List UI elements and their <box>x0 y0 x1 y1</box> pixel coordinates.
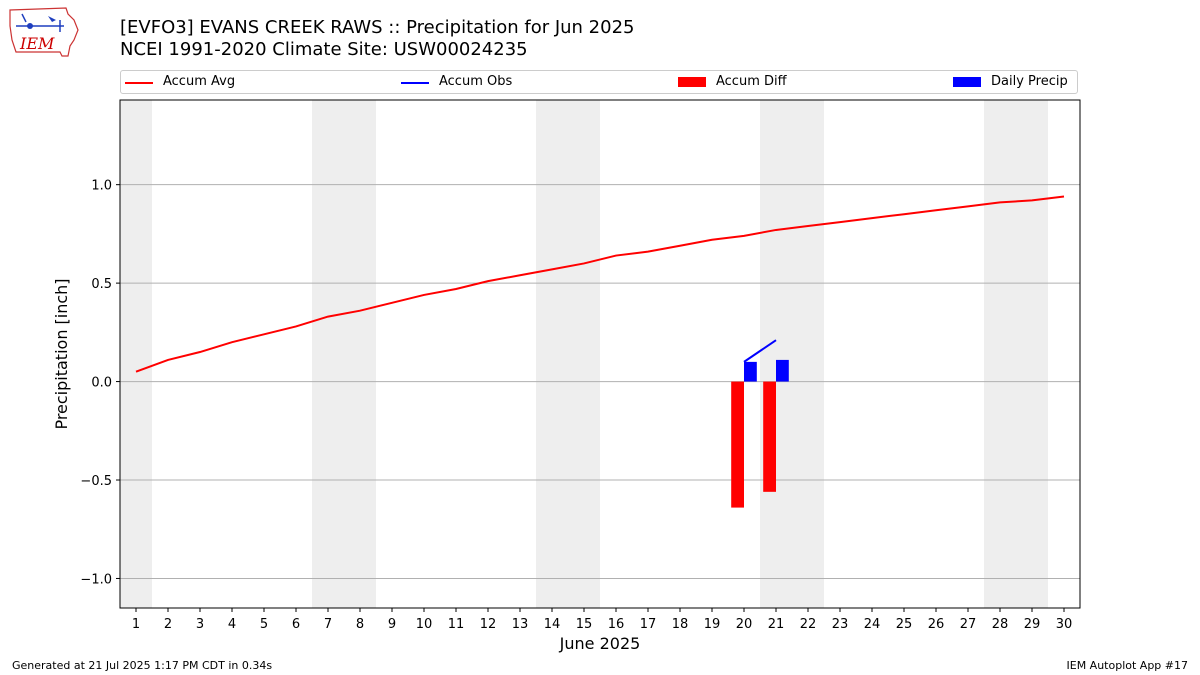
x-tick-label: 2 <box>164 617 172 632</box>
x-tick-label: 1 <box>132 617 140 632</box>
x-tick-label: 16 <box>608 617 625 632</box>
accum-avg-line <box>135 195 1065 373</box>
y-axis-label: Precipitation [inch] <box>52 278 71 429</box>
footer-generated: Generated at 21 Jul 2025 1:17 PM CDT in … <box>12 659 273 672</box>
weekend-shading <box>120 100 1048 608</box>
x-tick-label: 17 <box>640 617 657 632</box>
y-tick-label: 1.0 <box>91 179 112 194</box>
y-tick-label: −0.5 <box>80 474 112 489</box>
bars <box>731 359 789 508</box>
x-tick-label: 8 <box>356 617 364 632</box>
accum-diff-bar <box>731 381 744 508</box>
weekend-band <box>120 100 152 608</box>
iem-iowa-logo-icon: IEM <box>9 7 79 57</box>
x-tick-label: 14 <box>544 617 561 632</box>
x-tick-label: 26 <box>928 617 945 632</box>
x-tick-label: 28 <box>992 617 1009 632</box>
legend-swatch-blue-line <box>401 82 429 84</box>
x-tick-label: 25 <box>896 617 913 632</box>
x-tick-label: 9 <box>388 617 396 632</box>
chart-subtitle: NCEI 1991-2020 Climate Site: USW00024235 <box>120 39 528 60</box>
legend-label: Accum Diff <box>716 74 787 89</box>
x-tick-label: 20 <box>736 617 753 632</box>
x-tick-label: 4 <box>228 617 236 632</box>
x-tick-label: 30 <box>1056 617 1073 632</box>
x-tick-label: 6 <box>292 617 300 632</box>
x-tick-label: 29 <box>1024 617 1041 632</box>
x-tick-label: 27 <box>960 617 977 632</box>
x-tick-label: 3 <box>196 617 204 632</box>
weekend-band <box>536 100 600 608</box>
y-tick-label: 0.5 <box>91 277 112 292</box>
x-tick-label: 19 <box>704 617 721 632</box>
footer-app: IEM Autoplot App #17 <box>1066 659 1189 672</box>
x-tick-label: 15 <box>576 617 593 632</box>
legend-label: Accum Obs <box>439 74 513 89</box>
x-tick-label: 11 <box>448 617 465 632</box>
weekend-band <box>984 100 1048 608</box>
accum-obs-line <box>743 339 777 363</box>
x-axis-label: June 2025 <box>559 634 641 653</box>
chart-title: [EVFO3] EVANS CREEK RAWS :: Precipitatio… <box>120 17 635 38</box>
weekend-band <box>760 100 824 608</box>
x-tick-label: 22 <box>800 617 817 632</box>
legend-label: Accum Avg <box>163 74 236 89</box>
x-tick-label: 7 <box>324 617 332 632</box>
legend-swatch-red-line <box>125 82 153 84</box>
x-tick-label: 18 <box>672 617 689 632</box>
weekend-band <box>312 100 376 608</box>
x-axis-ticks: 1 2 3 4 5 6 7 8 9 10 11 12 13 14 15 16 17 18 19 20 21 22 23 24 2… <box>132 608 1072 632</box>
iem-logo[interactable]: IEM <box>8 6 80 60</box>
x-tick-label: 5 <box>260 617 268 632</box>
x-tick-label: 12 <box>480 617 497 632</box>
x-tick-label: 10 <box>416 617 433 632</box>
x-tick-label: 13 <box>512 617 529 632</box>
series-lines <box>135 195 1065 373</box>
x-tick-label: 23 <box>832 617 849 632</box>
y-tick-label: −1.0 <box>80 572 112 587</box>
plot-area-frame <box>119 99 1081 609</box>
y-axis-ticks: −1.0 −0.5 0.0 0.5 1.0 <box>80 179 120 587</box>
y-tick-label: 0.0 <box>91 376 112 391</box>
x-tick-label: 21 <box>768 617 785 632</box>
legend-swatch-red-box <box>678 77 706 87</box>
grid-lines <box>120 184 1080 579</box>
logo-text: IEM <box>19 34 55 53</box>
legend-label: Daily Precip <box>991 74 1068 89</box>
x-tick-label: 24 <box>864 617 881 632</box>
legend: Accum Avg Accum Obs Accum Diff Daily Pre… <box>120 70 1078 94</box>
accum-diff-bar <box>763 381 776 492</box>
daily-precip-bar <box>744 361 757 382</box>
daily-precip-bar <box>776 359 789 382</box>
legend-swatch-blue-box <box>953 77 981 87</box>
